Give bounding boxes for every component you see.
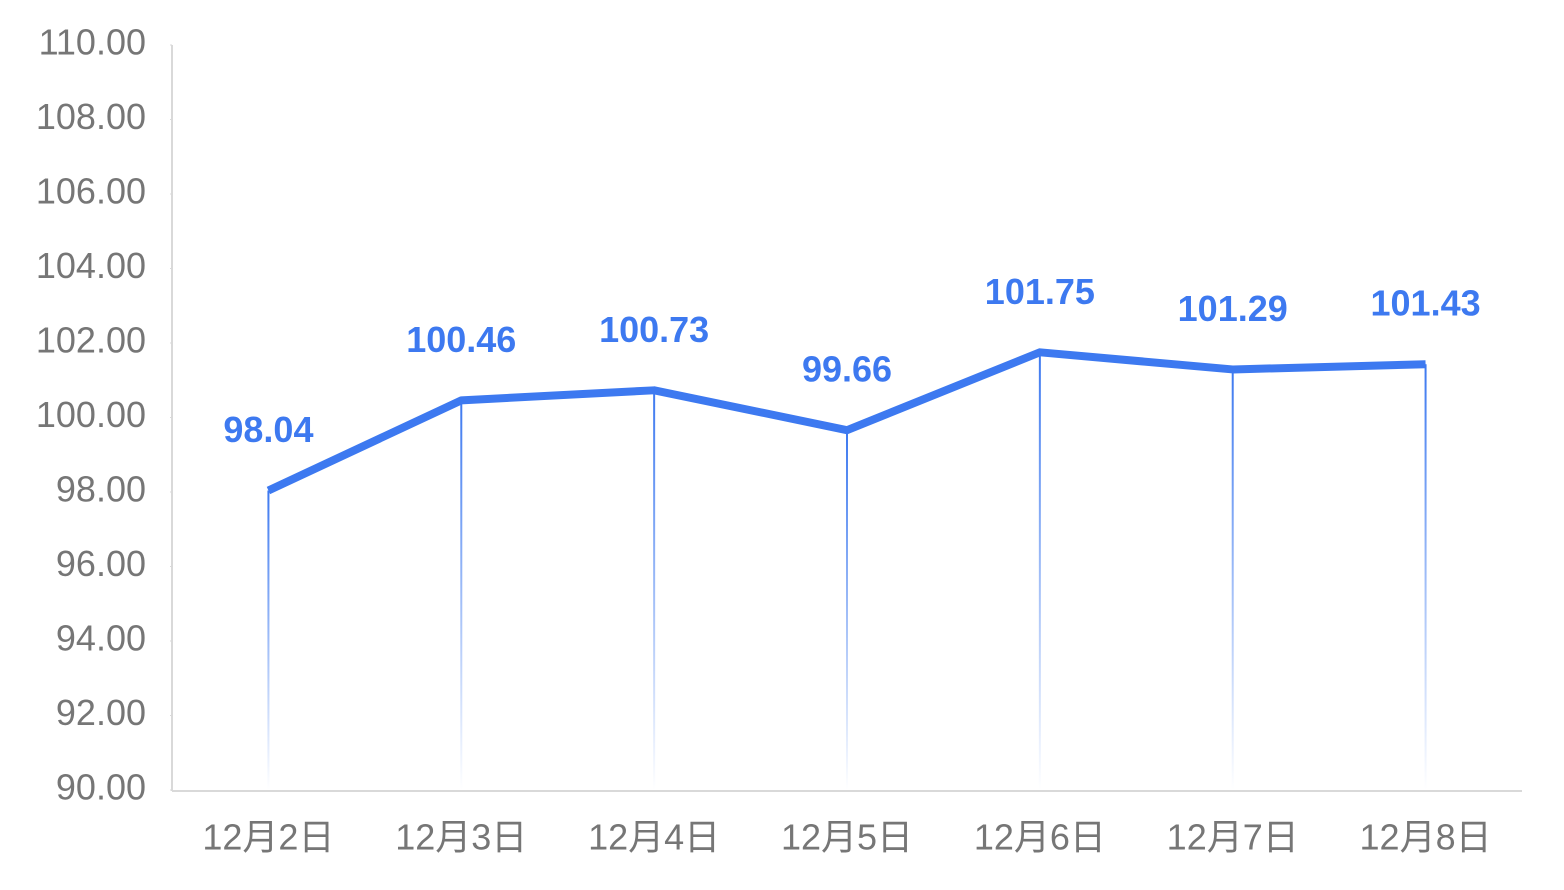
y-tick-label: 90.00 xyxy=(56,767,146,808)
drop-line xyxy=(1424,364,1427,790)
x-tick-label: 12月8日 xyxy=(1360,817,1492,858)
y-tick-label: 98.00 xyxy=(56,469,146,510)
drop-line xyxy=(1038,352,1041,790)
x-tick-label: 12月6日 xyxy=(974,817,1106,858)
data-label: 101.43 xyxy=(1371,283,1481,324)
data-label: 99.66 xyxy=(802,349,892,390)
data-label: 101.29 xyxy=(1178,288,1288,329)
y-tick-label: 102.00 xyxy=(36,320,146,361)
y-tick-label: 92.00 xyxy=(56,692,146,733)
y-tick-label: 110.00 xyxy=(39,22,146,63)
y-tick-label: 94.00 xyxy=(56,618,146,659)
x-tick-label: 12月5日 xyxy=(781,817,913,858)
data-label: 100.73 xyxy=(599,309,709,350)
y-tick-label: 108.00 xyxy=(36,96,146,137)
y-tick-label: 104.00 xyxy=(36,245,146,286)
x-tick-label: 12月3日 xyxy=(395,817,527,858)
y-tick-label: 96.00 xyxy=(56,543,146,584)
x-tick-label: 12月4日 xyxy=(588,817,720,858)
drop-line xyxy=(653,390,656,790)
line xyxy=(266,348,1426,495)
y-tick-label: 100.00 xyxy=(36,394,146,435)
drop-line xyxy=(460,400,463,790)
drop-line xyxy=(846,430,848,790)
y-tick-label: 106.00 xyxy=(36,171,146,212)
x-tick-label: 12月2日 xyxy=(202,817,334,858)
data-label: 100.46 xyxy=(406,319,516,360)
data-label: 101.75 xyxy=(985,271,1095,312)
data-label: 98.04 xyxy=(223,409,313,450)
drop-line xyxy=(267,490,270,790)
drop-line xyxy=(1231,369,1234,790)
x-tick-label: 12月7日 xyxy=(1167,817,1299,858)
